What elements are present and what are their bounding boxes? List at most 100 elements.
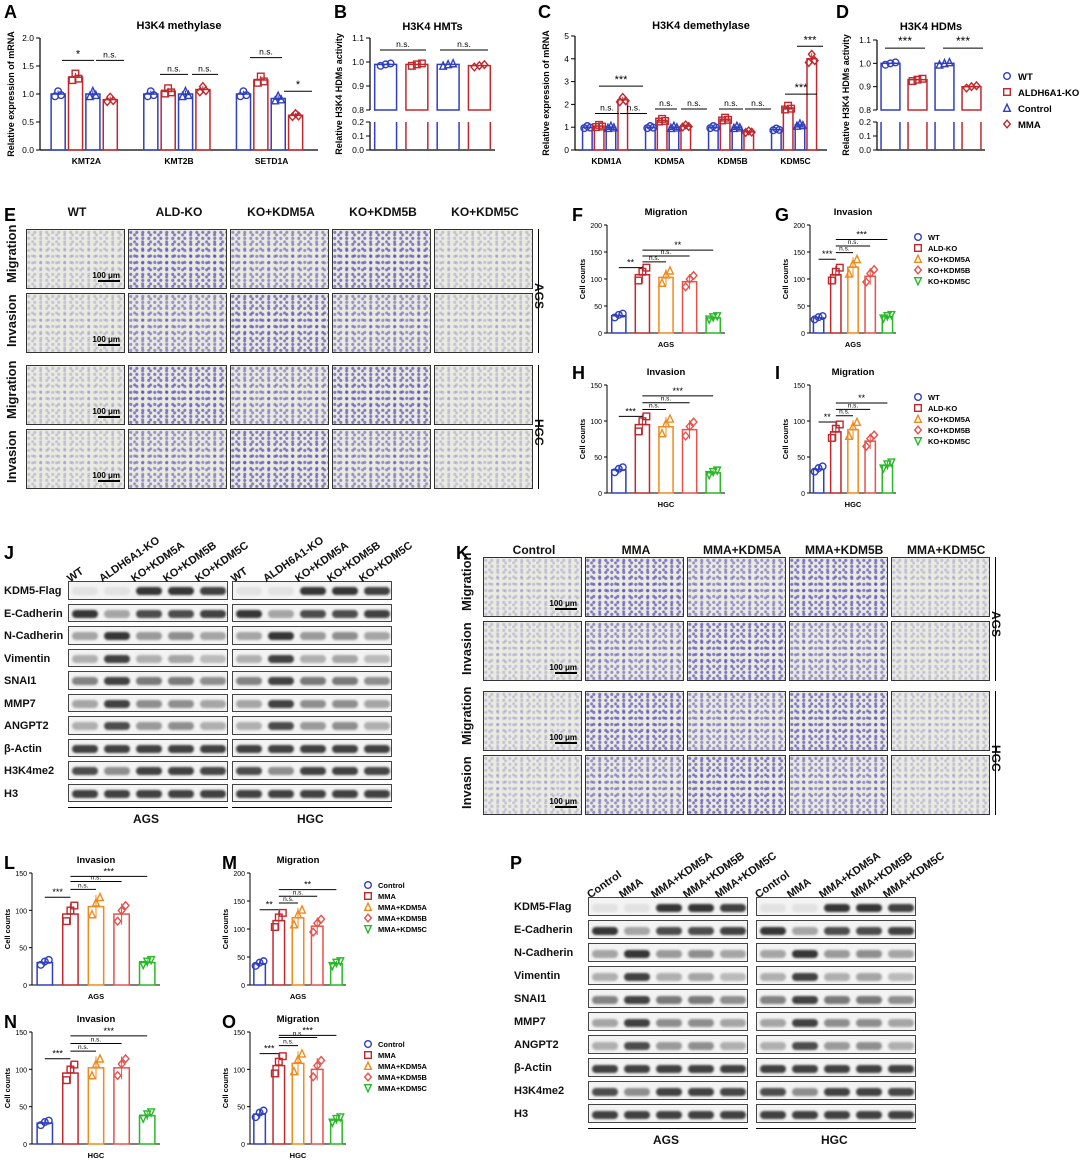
legend-label: KO+KDM5C — [928, 437, 971, 446]
legend-marker — [363, 1051, 372, 1060]
y-tick-label: 50 — [19, 946, 27, 953]
legend-label: MMA+KDM5C — [378, 1084, 428, 1093]
y-axis-label: Relative H3K4 HDMs activity — [334, 33, 344, 155]
legend-marker — [1002, 102, 1012, 113]
data-point — [708, 467, 718, 478]
data-point — [972, 80, 981, 91]
blot-band — [592, 995, 618, 1004]
data-point — [113, 1070, 122, 1081]
blot-band — [888, 1018, 914, 1027]
significance-label: n.s. — [259, 47, 273, 57]
legend-marker — [363, 913, 373, 923]
significance-label: *** — [898, 34, 912, 48]
blot-strip — [756, 897, 916, 916]
y-axis-label: Cell counts — [3, 909, 12, 949]
blot-band — [168, 609, 194, 618]
micrograph — [128, 365, 227, 425]
data-point — [117, 1059, 126, 1069]
micrograph — [687, 755, 786, 815]
data-point — [201, 85, 211, 96]
data-point — [689, 270, 698, 281]
micrograph — [332, 365, 431, 425]
blot-band — [268, 767, 294, 776]
blot-band — [300, 699, 326, 708]
group-underline — [68, 807, 228, 808]
chart-title: Migration — [832, 367, 875, 378]
blot-band — [300, 587, 326, 596]
blot-band — [200, 677, 226, 686]
blot-band — [824, 903, 850, 912]
blot-band — [592, 903, 618, 912]
significance-label: *** — [104, 1026, 115, 1036]
scale-bar: 100 μm — [92, 407, 120, 418]
blot-band — [720, 972, 746, 981]
y-tick-label: 100 — [15, 1067, 27, 1074]
blot-band — [624, 1041, 650, 1050]
legend-label: KO+KDM5B — [928, 266, 971, 275]
significance-label: n.s. — [293, 1031, 304, 1038]
significance-label: n.s. — [457, 39, 471, 49]
panel-letter-o: O — [222, 1012, 237, 1032]
data-point — [741, 127, 750, 138]
data-point — [480, 59, 489, 70]
blot-band — [760, 949, 786, 958]
blot-band — [104, 677, 130, 686]
data-point — [297, 904, 307, 914]
significance-label: n.s. — [839, 409, 850, 416]
blot-band — [168, 677, 194, 686]
data-point — [70, 1060, 79, 1069]
data-point — [178, 90, 187, 101]
blot-band — [168, 744, 194, 753]
blot-strip — [68, 761, 228, 780]
blot-band — [300, 767, 326, 776]
blot-band — [72, 699, 98, 708]
row-header: Invasion — [459, 622, 474, 675]
blot-strip — [588, 966, 748, 985]
protein-label: H3K4me2 — [514, 1085, 565, 1097]
protein-label: MMP7 — [4, 697, 36, 710]
blot-band — [592, 972, 618, 981]
data-point — [642, 412, 651, 421]
data-point — [91, 1058, 101, 1069]
blot-band — [824, 926, 850, 935]
category-label: KMT2B — [164, 156, 193, 166]
data-point — [386, 59, 395, 68]
significance-label: *** — [804, 34, 818, 46]
data-point — [251, 1113, 260, 1122]
blot-band — [300, 722, 326, 731]
data-point — [294, 111, 303, 121]
group-label: AGS — [989, 611, 1003, 638]
blot-band — [656, 995, 682, 1004]
blot-band — [364, 587, 390, 596]
blot-band — [856, 1064, 882, 1073]
data-point — [87, 908, 97, 919]
x-axis-label: HGC — [88, 1151, 105, 1160]
blot-band — [824, 1041, 850, 1050]
blot-band — [688, 995, 714, 1004]
data-point — [883, 311, 892, 322]
blot-band — [200, 609, 226, 618]
data-point — [681, 431, 690, 441]
protein-label: ANGPT2 — [514, 1039, 559, 1051]
y-tick-label: 0 — [564, 145, 569, 155]
panel-j-western-blot: KDM5-Flag E-Cadherin N-Cadherin Vimentin SNA… — [0, 535, 450, 833]
data-point — [712, 312, 722, 322]
significance-label: n.s. — [396, 39, 410, 49]
data-point — [883, 460, 892, 470]
y-axis-label: Cell counts — [781, 259, 790, 299]
data-point — [62, 917, 71, 926]
blot-band — [688, 1018, 714, 1027]
significance-label: ** — [627, 258, 635, 268]
blot-strip — [232, 716, 392, 735]
legend-label: MMA+KDM5C — [378, 925, 428, 934]
blot-band — [856, 1110, 882, 1119]
data-point — [270, 95, 280, 105]
scale-bar: 100 μm — [549, 733, 577, 744]
y-tick-label: 50 — [797, 455, 805, 462]
y-tick-label: 0.2 — [859, 117, 871, 127]
legend-label: KO+KDM5A — [928, 415, 971, 424]
micrograph: 100 μm — [26, 293, 125, 353]
blot-band — [688, 1041, 714, 1050]
data-point — [804, 57, 813, 68]
